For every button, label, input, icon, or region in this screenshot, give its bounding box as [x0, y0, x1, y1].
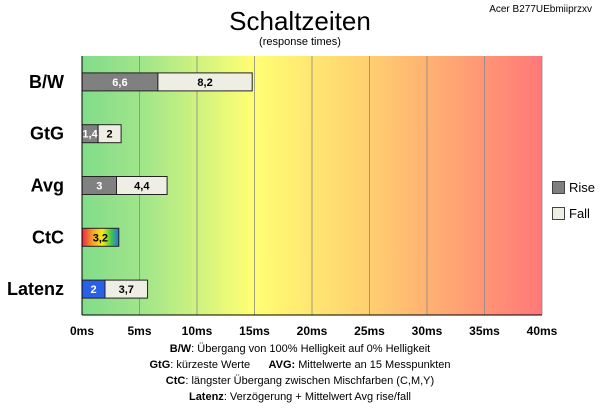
bar-rise-label: 3,2 [93, 232, 108, 244]
x-tick-label: 0ms [70, 324, 94, 338]
bar-fall-label: 2 [107, 129, 113, 141]
chart-title: Schaltzeiten [229, 6, 371, 36]
legend-fall-label: Fall [569, 206, 590, 221]
y-tick-label: CtC [32, 227, 64, 247]
legend-fall-swatch [552, 207, 565, 220]
x-tick-label: 5ms [127, 324, 151, 338]
monitor-model: Acer B277UEbmiiprzxv [489, 4, 592, 15]
response-time-chart: 6,6 8,2 1,4 2 3 4,4 3,2 2 3,7 0ms 5ms 10ms 15ms 20ms… [7, 56, 558, 338]
legend-fall: Fall [552, 206, 590, 221]
x-tick-label: 10ms [182, 324, 213, 338]
x-tick-label: 35ms [469, 324, 500, 338]
bar-fall-label: 3,7 [119, 284, 134, 296]
y-tick-label: B/W [29, 72, 64, 92]
y-tick-label: GtG [30, 124, 64, 144]
note-latenz: Latenz: Verzögerung + Mittelwert Avg ris… [188, 391, 412, 403]
note-gtg-avg: GtG: kürzeste Werte AVG: Mittelwerte an … [149, 359, 451, 371]
legend-rise-swatch [552, 181, 565, 194]
bar-rise-label: 2 [90, 284, 96, 296]
note-ctc: CtC: längster Übergang zwischen Mischfar… [165, 375, 435, 387]
x-tick-label: 30ms [412, 324, 443, 338]
bar-rise-label: 1,4 [82, 129, 98, 141]
x-tick-label: 40ms [527, 324, 558, 338]
legend-rise-label: Rise [569, 180, 596, 195]
note-bw: B/W: Übergang von 100% Helligkeit auf 0%… [169, 343, 431, 355]
bar-fall [97, 124, 122, 144]
y-tick-label: Avg [31, 176, 64, 196]
legend-rise: Rise [552, 180, 595, 195]
bar-rise-label: 3 [96, 181, 102, 193]
bar-fall [116, 176, 168, 195]
x-tick-label: 25ms [354, 324, 385, 338]
bar-rise-label: 6,6 [112, 77, 127, 89]
chart-notes: B/W: Übergang von 100% Helligkeit auf 0%… [0, 341, 600, 405]
chart-subtitle: (response times) [259, 36, 341, 48]
y-tick-label: Latenz [7, 279, 64, 299]
bar-fall-label: 8,2 [197, 77, 212, 89]
bar-fall-label: 4,4 [134, 181, 150, 193]
bar-fall [104, 279, 149, 299]
bar-fall [157, 72, 253, 92]
x-tick-label: 15ms [239, 324, 270, 338]
x-tick-label: 20ms [297, 324, 328, 338]
